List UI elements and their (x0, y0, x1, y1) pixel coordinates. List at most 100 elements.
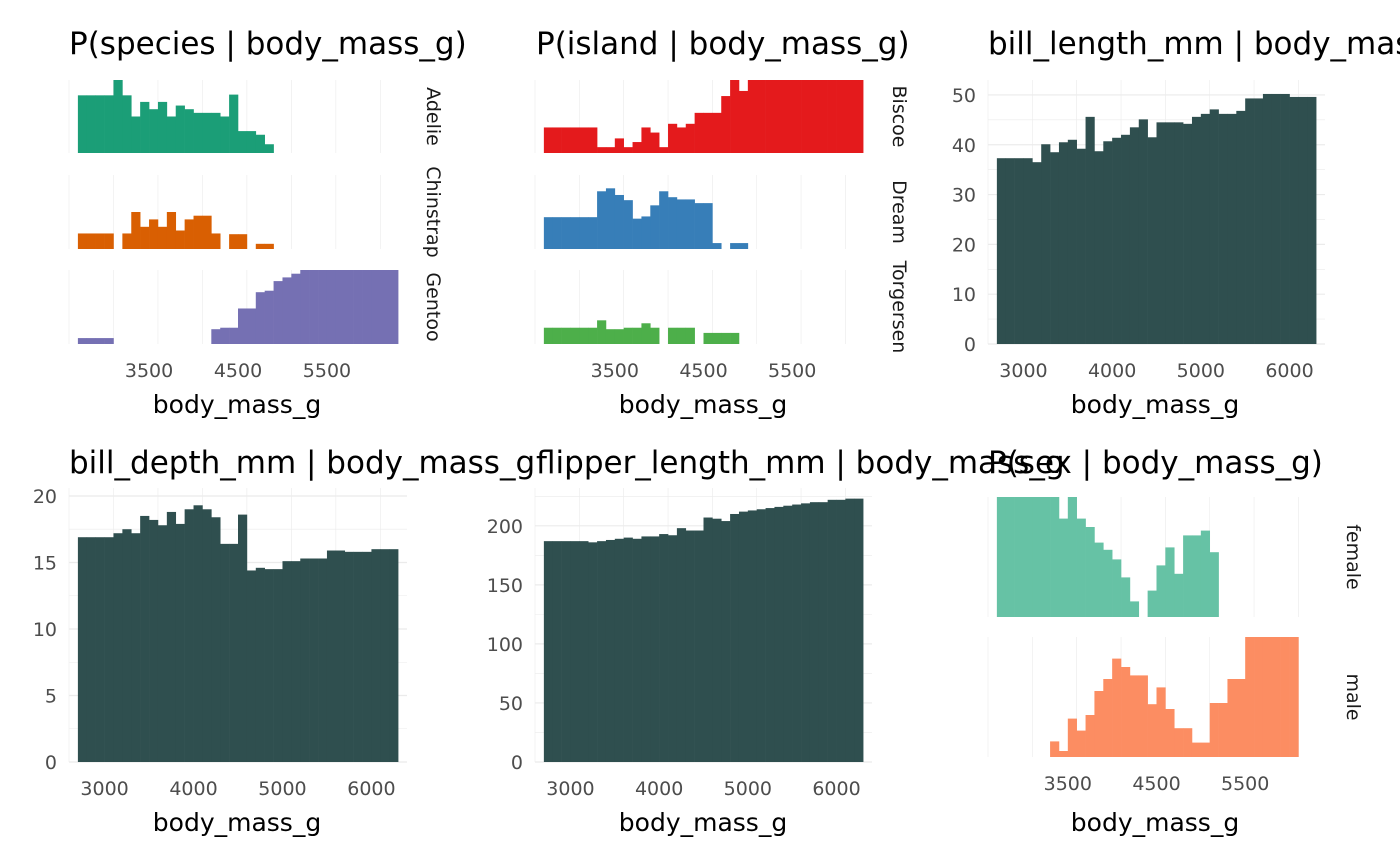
bar (1058, 518, 1069, 617)
y-tick-label: 0 (45, 752, 57, 774)
bar (273, 281, 283, 344)
bar (818, 502, 828, 762)
bar (95, 233, 105, 249)
bar (335, 270, 346, 344)
bar (1138, 119, 1148, 344)
bar (996, 497, 1007, 617)
bar (122, 529, 132, 762)
bar (1289, 637, 1299, 757)
bar (561, 541, 571, 762)
chart-title: P(island | body_mass_g) (536, 26, 910, 62)
bar (229, 94, 239, 153)
bar (588, 127, 598, 153)
bar (738, 243, 749, 249)
bar (1129, 127, 1140, 344)
bar (353, 551, 363, 762)
bar (95, 537, 105, 762)
bar (659, 147, 669, 153)
x-tick-label: 5500 (1221, 773, 1269, 795)
bar (77, 95, 88, 153)
bar (1156, 122, 1166, 344)
bar (238, 234, 248, 249)
bar (380, 549, 390, 762)
bar (389, 270, 399, 344)
bar (193, 112, 203, 153)
bar (845, 498, 855, 762)
bar (543, 217, 554, 249)
bar (1183, 535, 1193, 617)
x-tick-label: 5000 (258, 778, 306, 800)
bar (166, 116, 177, 153)
bar (184, 109, 194, 153)
bar (676, 199, 687, 249)
bar (149, 219, 159, 249)
y-tick-label: 20 (952, 234, 976, 256)
x-axis-label: body_mass_g (153, 808, 321, 837)
bar (676, 528, 687, 762)
bar (362, 551, 372, 762)
bar (1191, 116, 1202, 344)
bar (1032, 162, 1042, 344)
bar (175, 230, 185, 249)
bar (632, 142, 642, 153)
bar (184, 509, 194, 762)
bar (712, 518, 722, 762)
bar (659, 191, 669, 249)
bar (1147, 704, 1157, 757)
x-axis-label: body_mass_g (153, 390, 321, 419)
bar (1103, 141, 1113, 344)
bar (1174, 122, 1184, 344)
island-panel: P(island | body_mass_g) body_mass_g Bisc… (534, 26, 910, 419)
bar (344, 270, 354, 344)
bar (1236, 110, 1246, 344)
bar (597, 541, 607, 762)
bar (605, 188, 616, 249)
bar (229, 327, 239, 344)
bar (1174, 573, 1184, 617)
bill-depth-panel: bill_depth_mm | body_mass_g body_mass_g … (33, 445, 535, 837)
bar (623, 200, 633, 249)
bar (1067, 139, 1077, 344)
bar (1014, 497, 1024, 617)
bar (605, 329, 616, 344)
bar (264, 144, 274, 153)
bar (1209, 552, 1219, 617)
bar (543, 127, 554, 153)
bar (1200, 113, 1211, 344)
x-tick-label: 6000 (347, 778, 395, 800)
bar (353, 270, 363, 344)
bar (149, 109, 159, 153)
x-tick-label: 5500 (768, 360, 816, 382)
bar (730, 243, 740, 249)
bar (588, 542, 598, 762)
bar (827, 499, 837, 762)
x-tick-label: 3000 (999, 360, 1047, 382)
bar (246, 570, 257, 762)
bar (1112, 658, 1122, 757)
bar (318, 270, 328, 344)
bar (703, 332, 713, 344)
bar (77, 338, 88, 344)
bar (104, 95, 114, 153)
bar (1067, 718, 1077, 757)
x-tick-label: 4500 (679, 360, 727, 382)
bar (552, 541, 562, 762)
bar (827, 80, 837, 153)
x-tick-label: 4000 (635, 778, 683, 800)
bar (1014, 158, 1024, 344)
bar (1183, 728, 1193, 757)
bar (211, 517, 221, 762)
bar (86, 537, 96, 762)
bar (140, 101, 150, 153)
y-tick-label: 150 (487, 575, 523, 597)
bar (1129, 601, 1140, 617)
bar (765, 80, 775, 153)
facet-strip-label: female (1342, 524, 1364, 590)
bar (166, 511, 177, 762)
bar (552, 217, 562, 249)
bar (668, 123, 678, 153)
bar (783, 80, 793, 153)
bar (220, 327, 230, 344)
bar (588, 327, 598, 344)
x-tick-label: 5500 (303, 360, 351, 382)
